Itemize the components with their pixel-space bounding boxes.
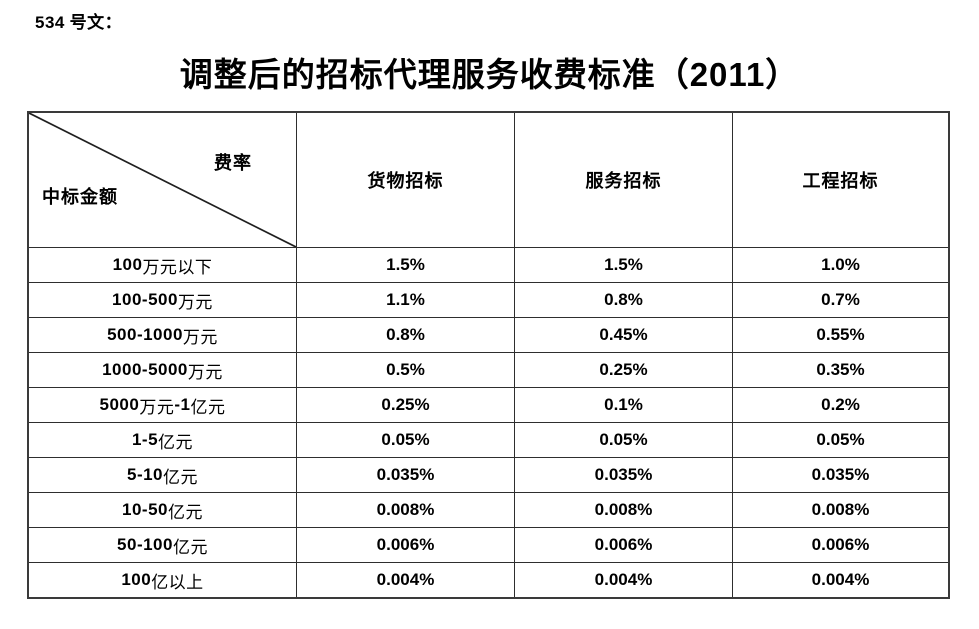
table-row: 100 万元以下 1.5% 1.5% 1.0% [29,247,948,282]
rate-cell: 0.006% [296,528,514,562]
rate-cell: 0.25% [296,388,514,422]
table-corner-cell: 费率 中标金额 [29,113,296,247]
rate-cell: 0.035% [296,458,514,492]
amount-cell: 10-50 亿元 [122,500,203,522]
column-header-goods: 货物招标 [296,113,514,247]
rate-cell: 0.035% [514,458,732,492]
rate-cell: 0.004% [732,563,948,597]
rate-cell: 0.008% [296,493,514,527]
amount-cell: 100 万元以下 [112,255,213,277]
rate-cell: 1.0% [732,248,948,282]
corner-label-rate: 费率 [214,153,252,173]
rate-cell: 1.5% [296,248,514,282]
table-row: 100 亿以上 0.004% 0.004% 0.004% [29,562,948,597]
table-row: 10-50 亿元 0.008% 0.008% 0.008% [29,492,948,527]
page-title: 调整后的招标代理服务收费标准（2011） [179,56,800,94]
table-row: 1-5 亿元 0.05% 0.05% 0.05% [29,422,948,457]
rate-cell: 0.25% [514,353,732,387]
rate-cell: 0.035% [732,458,948,492]
amount-cell: 50-100 亿元 [117,535,208,557]
rate-cell: 0.006% [514,528,732,562]
rate-cell: 1.1% [296,283,514,317]
column-header-services: 服务招标 [514,113,732,247]
doc-number: 534 号文： [35,13,123,32]
corner-label-amount: 中标金额 [42,187,118,207]
rate-cell: 0.004% [296,563,514,597]
rate-cell: 0.7% [732,283,948,317]
amount-cell: 100-500 万元 [112,290,213,312]
table-row: 1000-5000 万元 0.5% 0.25% 0.35% [29,352,948,387]
rate-cell: 0.008% [732,493,948,527]
rate-cell: 0.8% [514,283,732,317]
table-row: 500-1000 万元 0.8% 0.45% 0.55% [29,317,948,352]
rate-cell: 0.2% [732,388,948,422]
rate-cell: 0.5% [296,353,514,387]
rate-cell: 0.006% [732,528,948,562]
rate-cell: 0.8% [296,318,514,352]
rate-cell: 1.5% [514,248,732,282]
table-header-row: 费率 中标金额 货物招标 服务招标 工程招标 [29,113,948,247]
rate-cell: 0.004% [514,563,732,597]
rate-cell: 0.1% [514,388,732,422]
amount-cell: 500-1000 万元 [107,325,218,347]
table-row: 100-500 万元 1.1% 0.8% 0.7% [29,282,948,317]
amount-cell: 5000 万元 -1 亿元 [99,395,226,417]
table-row: 5-10 亿元 0.035% 0.035% 0.035% [29,457,948,492]
table-row: 5000 万元 -1 亿元 0.25% 0.1% 0.2% [29,387,948,422]
table-row: 50-100 亿元 0.006% 0.006% 0.006% [29,527,948,562]
rate-cell: 0.05% [732,423,948,457]
rate-cell: 0.35% [732,353,948,387]
amount-cell: 1-5 亿元 [131,430,194,452]
rate-cell: 0.55% [732,318,948,352]
amount-cell: 1000-5000 万元 [102,360,223,382]
amount-cell: 100 亿以上 [121,570,204,592]
column-header-engineering: 工程招标 [732,113,948,247]
rate-cell: 0.05% [296,423,514,457]
table-body: 100 万元以下 1.5% 1.5% 1.0% 100-500 万元 1.1% … [29,247,948,597]
amount-cell: 5-10 亿元 [126,465,199,487]
rate-cell: 0.45% [514,318,732,352]
rate-cell: 0.008% [514,493,732,527]
rate-cell: 0.05% [514,423,732,457]
fee-table: 费率 中标金额 货物招标 服务招标 工程招标 100 万元以下 1.5% 1.5… [27,111,950,599]
diagonal-divider-line [29,113,296,247]
